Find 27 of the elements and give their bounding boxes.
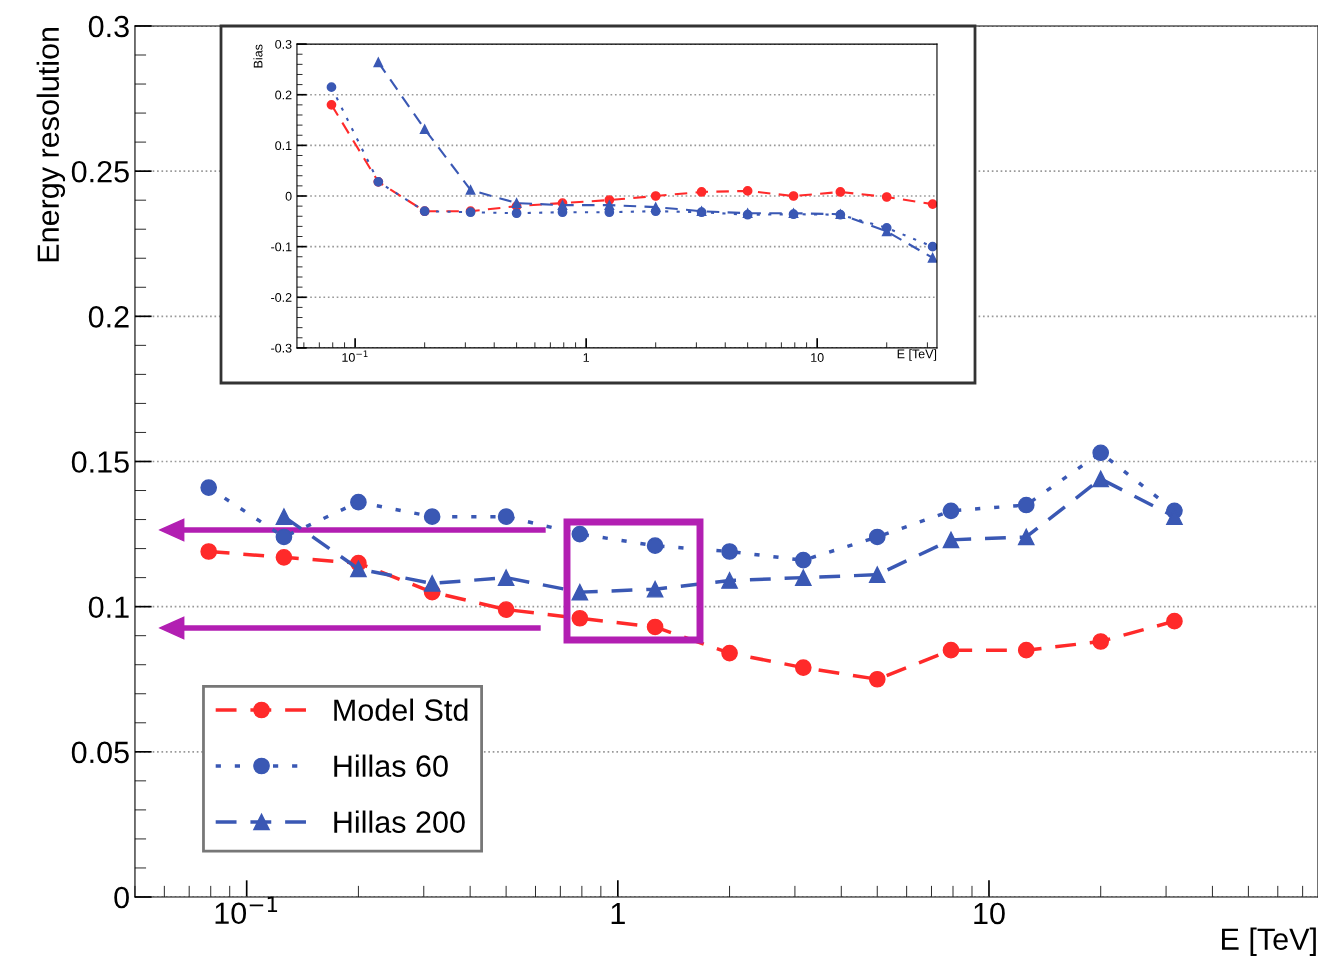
x-tick-label: 10$^{−1}$ xyxy=(215,896,278,925)
y-tick-label: 0.1 xyxy=(88,596,129,619)
y-tick-label: 0.1 xyxy=(275,141,292,151)
x-tick-label: 1 xyxy=(583,353,590,362)
y-tick-label: 0 xyxy=(285,191,292,201)
x-axis-title: E [TeV] xyxy=(897,349,937,361)
legend-label: Hillas 60 xyxy=(334,754,448,777)
y-tick-label: 0.3 xyxy=(88,15,129,38)
y-tick-label: 0.15 xyxy=(71,451,129,473)
y-tick-label: 0.3 xyxy=(275,39,292,49)
x-tick-label: 10 xyxy=(974,902,1005,925)
x-axis-title: E [TeV] xyxy=(1222,927,1316,957)
y-tick-label: -0.3 xyxy=(271,343,292,353)
y-tick-label: 0 xyxy=(114,886,129,909)
x-tick-label: 10 xyxy=(811,353,824,362)
y-tick-label: 0.25 xyxy=(71,160,129,183)
y-tick-label: -0.1 xyxy=(271,242,292,252)
y-tick-label: 0.2 xyxy=(88,306,129,328)
x-tick-label: 10$^{−1}$ xyxy=(342,350,368,362)
y-axis-title: Bias xyxy=(253,44,263,68)
y-tick-label: -0.2 xyxy=(271,293,292,302)
y-tick-label: 0.2 xyxy=(275,90,292,100)
legend-label: Hillas 200 xyxy=(334,810,465,833)
legend-label: Model Std xyxy=(334,698,468,721)
y-tick-label: 0.05 xyxy=(71,741,129,764)
x-tick-label: 1 xyxy=(611,902,625,924)
y-axis-title: Energy resolution xyxy=(36,27,66,262)
